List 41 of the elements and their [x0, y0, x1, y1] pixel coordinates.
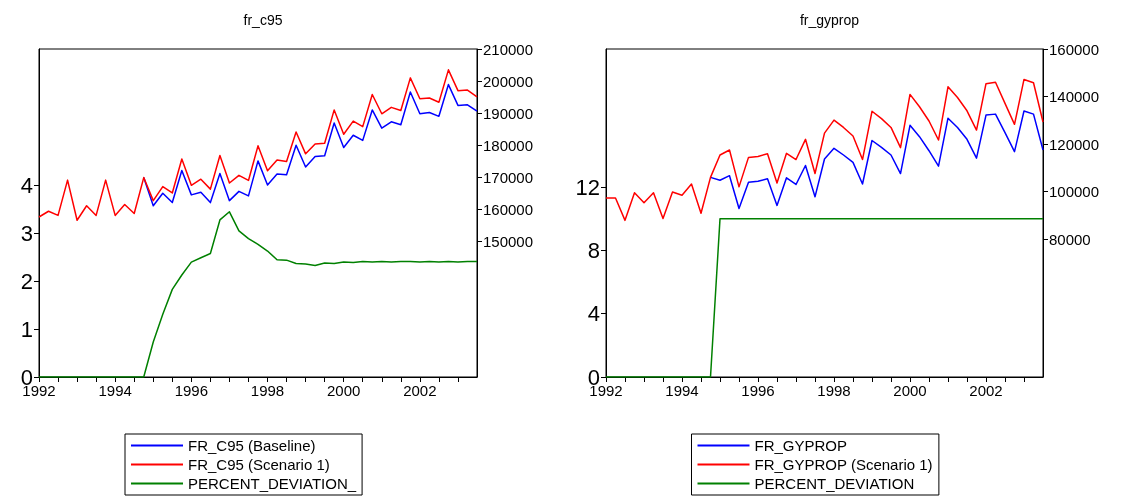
y-tick-label: 4 [20, 172, 33, 198]
y2-tick-label: 190000 [483, 104, 534, 122]
line-series [142, 83, 478, 207]
y-tick-label: 12 [575, 174, 600, 200]
x-tick-label: 2000 [327, 382, 361, 399]
x-tick-label: 1994 [98, 382, 132, 399]
x-tick-label: 1998 [817, 382, 851, 399]
line-series [605, 78, 1044, 222]
y2-tick-label: 120000 [1049, 135, 1100, 153]
x-tick-label: 1998 [250, 382, 285, 399]
x-tick-label: 1994 [665, 382, 699, 399]
y-tick-label: 4 [587, 301, 600, 327]
y2-tick-label: 140000 [1049, 88, 1100, 106]
y-tick-label: 3 [20, 220, 33, 246]
y2-tick-label: 210000 [483, 40, 534, 58]
x-tick-label: 1996 [174, 382, 209, 399]
legend-label: FR_GYPROP (Scenario 1) [754, 456, 933, 473]
y2-tick-label: 150000 [483, 232, 534, 250]
line-series [709, 110, 1044, 210]
x-tick-label: 2002 [969, 382, 1003, 399]
y2-tick-label: 170000 [483, 168, 534, 186]
chart-title: fr_c95 [243, 12, 283, 28]
y2-tick-label: 160000 [483, 200, 534, 218]
y2-tick-label: 100000 [1049, 183, 1100, 201]
legend-label: FR_C95 (Scenario 1) [188, 456, 330, 473]
y-tick-label: 2 [20, 268, 33, 294]
legend-label: FR_GYPROP [754, 437, 848, 454]
y-tick-label: 1 [20, 316, 33, 342]
x-tick-label: 1996 [741, 382, 775, 399]
x-tick-label: 2000 [893, 382, 927, 399]
line-series [38, 69, 478, 221]
y2-tick-label: 160000 [1049, 40, 1100, 58]
y-tick-label: 8 [587, 237, 600, 263]
chart-title: fr_gyprop [799, 12, 860, 28]
x-tick-label: 2002 [403, 382, 437, 399]
y2-tick-label: 200000 [483, 72, 534, 90]
legend-label: PERCENT_DEVIATION [754, 475, 915, 492]
legend-label: FR_C95 (Baseline) [188, 437, 316, 454]
y2-tick-label: 180000 [483, 136, 534, 154]
legend-label: PERCENT_DEVIATION_ [188, 475, 357, 492]
y2-tick-label: 80000 [1049, 230, 1091, 248]
